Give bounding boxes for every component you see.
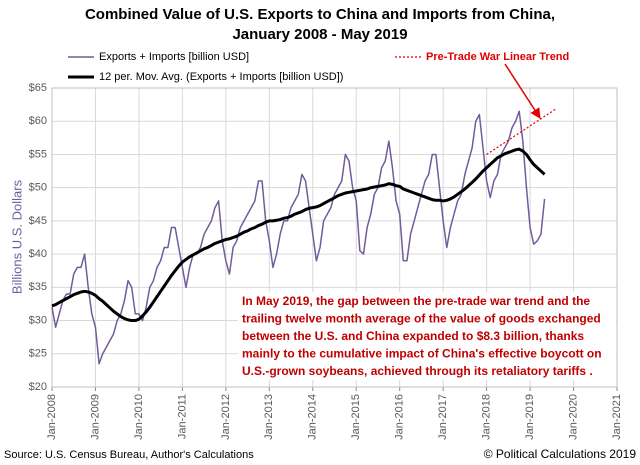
series-line [51, 110, 546, 365]
y-tick-label: $55 [29, 148, 47, 160]
y-axis-label: Billions U.S. Dollars [9, 179, 24, 294]
y-tick-label: $40 [29, 248, 47, 260]
y-tick-label: $30 [29, 314, 47, 326]
legend-label: Pre-Trade War Linear Trend [426, 51, 569, 63]
x-tick-label: Jan-2020 [567, 394, 579, 440]
y-tick-label: $65 [29, 82, 47, 94]
source: Source: U.S. Census Bureau, Author's Cal… [4, 449, 254, 461]
y-tick-label: $45 [29, 215, 47, 227]
x-tick-label: Jan-2009 [89, 394, 101, 440]
chart-title: Combined Value of U.S. Exports to China … [85, 6, 555, 23]
annotation-arrow [504, 63, 541, 119]
series-line [486, 108, 556, 155]
x-tick-label: Jan-2017 [437, 394, 449, 440]
legend-label: 12 per. Mov. Avg. (Exports + Imports [bi… [99, 71, 343, 83]
x-tick-label: Jan-2018 [481, 394, 493, 440]
x-tick-label: Jan-2021 [611, 394, 623, 440]
annotation-text: In May 2019, the gap between the pre-tra… [242, 294, 590, 308]
x-tick-label: Jan-2015 [350, 394, 362, 440]
y-tick-label: $60 [29, 115, 47, 127]
plot-frame [51, 87, 618, 388]
x-tick-label: Jan-2010 [133, 394, 145, 440]
x-tick-label: Jan-2011 [176, 394, 188, 439]
y-tick-label: $50 [29, 182, 47, 194]
x-tick-label: Jan-2014 [307, 394, 319, 440]
legend-label: Exports + Imports [billion USD] [99, 51, 249, 63]
x-tick-label: Jan-2008 [46, 394, 58, 440]
y-tick-label: $20 [29, 381, 47, 393]
annotation-text: trailing twelve month average of the val… [242, 312, 601, 326]
x-tick-label: Jan-2013 [263, 394, 275, 440]
credit: © Political Calculations 2019 [484, 447, 637, 461]
y-tick-label: $35 [29, 281, 47, 293]
annotation-text: between the U.S. and China expanded to $… [242, 329, 584, 343]
chart-title: January 2008 - May 2019 [232, 26, 407, 43]
x-tick-label: Jan-2019 [524, 394, 536, 440]
annotation-box [238, 292, 616, 380]
annotation-text: U.S.-grown soybeans, achieved through it… [242, 364, 593, 378]
series-line [51, 147, 546, 323]
x-tick-label: Jan-2016 [394, 394, 406, 440]
x-tick-label: Jan-2012 [220, 394, 232, 440]
y-tick-label: $25 [29, 348, 47, 360]
annotation-text: mainly to the cumulative impact of China… [242, 347, 602, 361]
